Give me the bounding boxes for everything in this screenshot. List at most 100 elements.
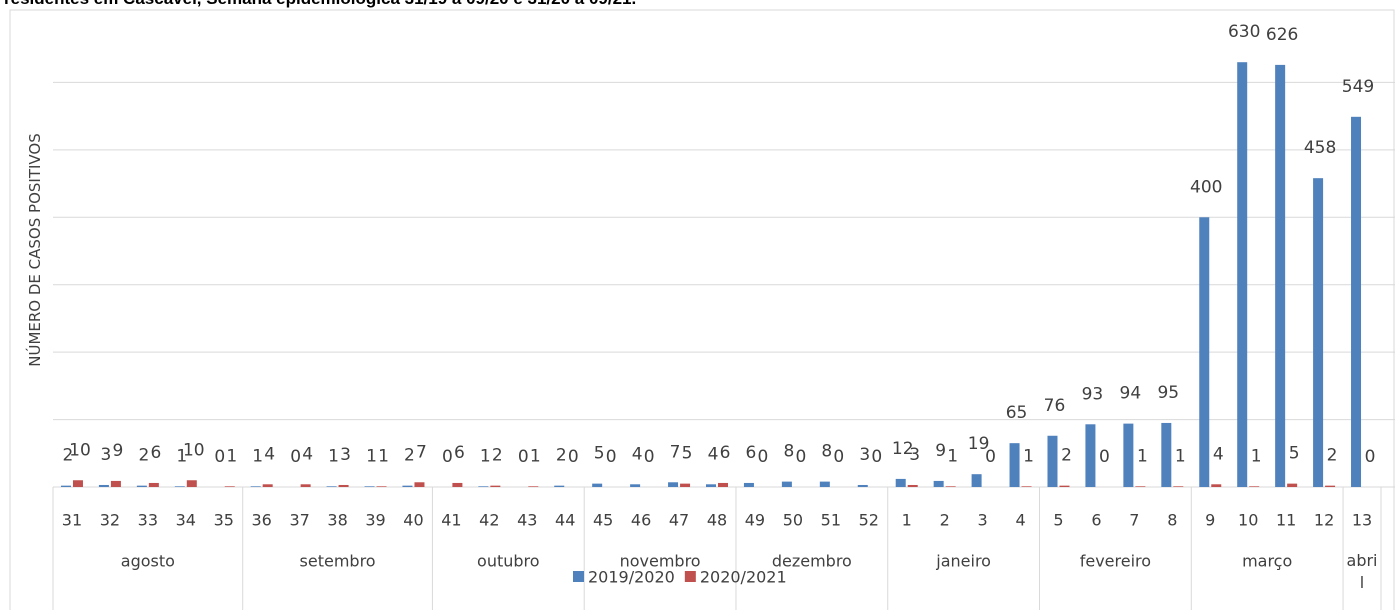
bar [136, 485, 147, 487]
data-label: 1 [947, 446, 958, 466]
data-label: 94 [1120, 384, 1142, 404]
data-label: 0 [518, 447, 529, 467]
data-label: 0 [985, 447, 996, 467]
bar [1009, 443, 1020, 487]
bar [933, 480, 944, 487]
bar [971, 474, 982, 487]
bar [224, 486, 235, 487]
data-label: 8 [821, 442, 832, 462]
data-label: 1 [328, 446, 339, 466]
x-tick-label: 39 [365, 511, 385, 530]
data-label: 4 [708, 444, 719, 464]
legend-swatch [684, 571, 696, 582]
data-label: 458 [1304, 138, 1336, 158]
data-label: 76 [1044, 396, 1066, 416]
data-label: 630 [1228, 22, 1260, 42]
data-label: 0 [871, 447, 882, 467]
x-tick-label: 41 [441, 511, 461, 530]
data-label: 4 [302, 444, 313, 464]
bar [895, 478, 906, 487]
bar [706, 484, 716, 487]
data-label: 95 [1157, 383, 1179, 403]
x-tick-label: 49 [745, 511, 765, 530]
bar [414, 482, 425, 487]
data-label: 2 [492, 446, 503, 466]
bar [592, 483, 603, 487]
bar [250, 486, 261, 487]
data-label: 0 [290, 447, 301, 467]
x-tick-label: 50 [783, 511, 803, 530]
data-label: 2 [556, 446, 567, 466]
bar [72, 480, 83, 487]
x-tick-label: 32 [100, 511, 120, 530]
bar [668, 482, 679, 487]
chart-title: residentes em Cascavel, Semana epidemiol… [4, 0, 636, 8]
bar [338, 484, 349, 487]
data-label: 65 [1006, 403, 1028, 423]
x-tick-label: 40 [403, 511, 423, 530]
x-tick-label: 42 [479, 511, 499, 530]
data-label: 7 [670, 442, 681, 462]
data-label: 1 [176, 446, 187, 466]
data-label: 0 [568, 447, 579, 467]
x-tick-label: 35 [214, 511, 234, 530]
data-label: 0 [644, 447, 655, 467]
data-label: 5 [682, 444, 693, 464]
bar [907, 484, 918, 487]
bar [262, 484, 273, 487]
data-label: 12 [892, 439, 914, 459]
data-label: 10 [183, 440, 205, 460]
data-label: 0 [606, 447, 617, 467]
bar [186, 480, 197, 487]
data-label: 4 [264, 444, 275, 464]
bar [98, 484, 109, 487]
x-tick-label: 7 [1129, 511, 1139, 530]
x-tick-label: 52 [859, 511, 879, 530]
data-label: 2 [1061, 446, 1072, 466]
data-label: 1 [252, 446, 263, 466]
x-tick-label: 37 [289, 511, 309, 530]
x-tick-label: 51 [821, 511, 841, 530]
x-tick-label: 4 [1015, 511, 1025, 530]
bar [490, 485, 501, 487]
x-tick-label: 48 [707, 511, 727, 530]
data-label: 2 [404, 446, 415, 466]
bar [680, 483, 691, 487]
data-label: 6 [150, 443, 161, 463]
data-label: 3 [859, 445, 870, 465]
data-label: 9 [935, 441, 946, 461]
x-tick-label: 2 [940, 511, 950, 530]
data-label: 0 [1099, 447, 1110, 467]
bar [60, 485, 71, 487]
bar [402, 485, 413, 487]
data-label: 9 [113, 441, 124, 461]
bar [630, 484, 641, 487]
data-label: 19 [968, 434, 990, 454]
data-label: 2 [1327, 446, 1338, 466]
x-tick-label: 45 [593, 511, 613, 530]
data-label: 1 [1023, 446, 1034, 466]
x-tick-label: 47 [669, 511, 689, 530]
y-axis-label: NÚMERO DE CASOS POSITIVOS [25, 133, 44, 366]
bar [1275, 64, 1286, 487]
bar [300, 484, 311, 487]
data-label: 4 [1213, 444, 1224, 464]
bar [1351, 116, 1362, 488]
bar [1059, 485, 1070, 487]
x-tick-label: 33 [138, 511, 158, 530]
x-tick-label: 38 [327, 511, 347, 530]
bar [478, 486, 489, 487]
data-label: 1 [480, 446, 491, 466]
bar [857, 484, 868, 487]
bar [1287, 483, 1298, 487]
x-tick-label: 12 [1314, 511, 1334, 530]
bar [1161, 422, 1172, 487]
bar [781, 481, 792, 487]
data-label: 0 [758, 447, 769, 467]
data-label: 400 [1190, 177, 1222, 197]
month-label: setembro [300, 552, 376, 571]
month-label: agosto [121, 552, 175, 571]
data-label: 8 [783, 442, 794, 462]
data-label: 6 [746, 443, 757, 463]
